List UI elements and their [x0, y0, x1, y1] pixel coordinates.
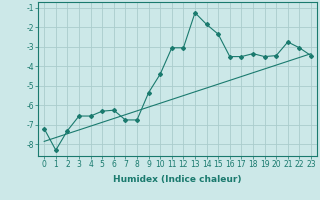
X-axis label: Humidex (Indice chaleur): Humidex (Indice chaleur) [113, 175, 242, 184]
